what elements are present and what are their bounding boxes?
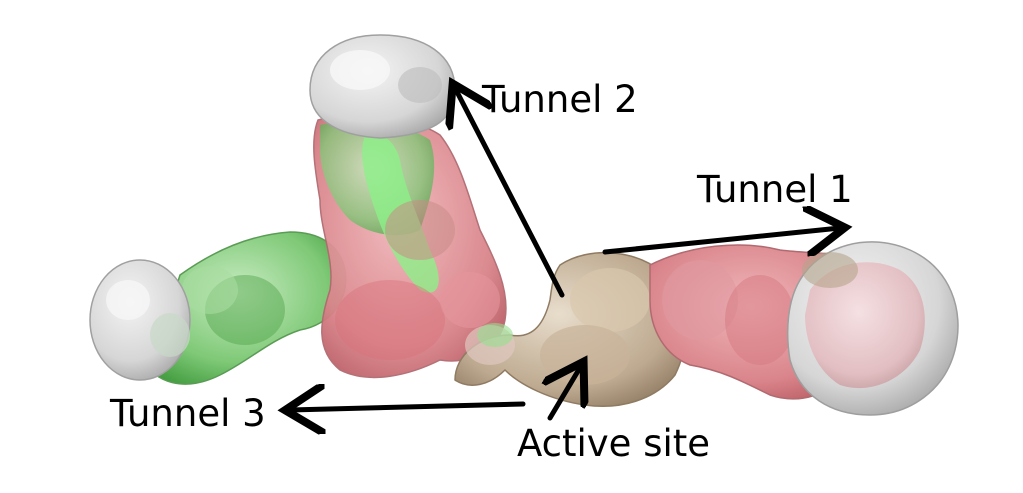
tunnel-2-surface bbox=[313, 115, 507, 379]
arrow-tunnel-2 bbox=[455, 88, 565, 298]
tunnel-3-cap bbox=[89, 259, 191, 381]
tunnel-2-cap bbox=[309, 34, 456, 139]
arrow-active-site bbox=[550, 366, 581, 421]
tunnel-3-surface bbox=[149, 231, 347, 385]
label-tunnel-1: Tunnel 1 bbox=[697, 168, 853, 211]
arrows bbox=[290, 88, 840, 418]
label-tunnel-2: Tunnel 2 bbox=[482, 78, 638, 121]
tunnel-1-cap bbox=[786, 241, 959, 416]
arrow-tunnel-1 bbox=[602, 228, 840, 252]
label-tunnel-3: Tunnel 3 bbox=[110, 392, 266, 435]
arrow-tunnel-3 bbox=[290, 404, 526, 410]
label-active-site: Active site bbox=[517, 422, 711, 465]
